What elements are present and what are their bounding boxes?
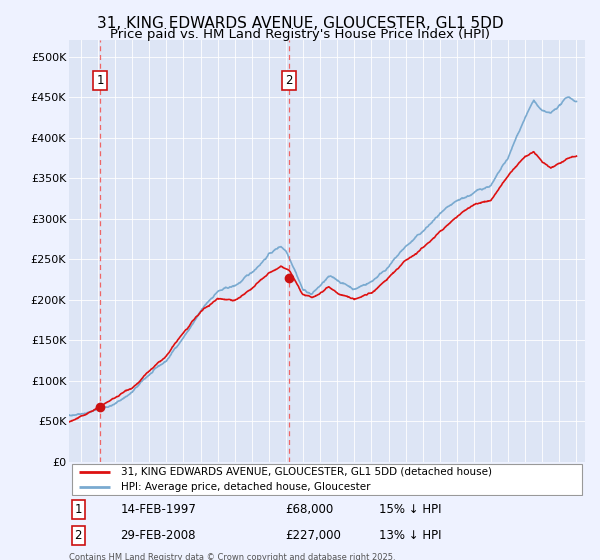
Text: £227,000: £227,000 [286,529,341,542]
Text: 31, KING EDWARDS AVENUE, GLOUCESTER, GL1 5DD (detached house): 31, KING EDWARDS AVENUE, GLOUCESTER, GL1… [121,467,491,477]
Text: £68,000: £68,000 [286,503,334,516]
Text: 14-FEB-1997: 14-FEB-1997 [121,503,196,516]
Text: 13% ↓ HPI: 13% ↓ HPI [379,529,441,542]
Text: 15% ↓ HPI: 15% ↓ HPI [379,503,441,516]
Text: 2: 2 [74,529,82,542]
Text: 2: 2 [285,74,293,87]
Text: 29-FEB-2008: 29-FEB-2008 [121,529,196,542]
FancyBboxPatch shape [71,464,583,494]
Text: 1: 1 [97,74,104,87]
Text: 1: 1 [74,503,82,516]
Text: HPI: Average price, detached house, Gloucester: HPI: Average price, detached house, Glou… [121,482,370,492]
Text: Contains HM Land Registry data © Crown copyright and database right 2025.
This d: Contains HM Land Registry data © Crown c… [69,553,395,560]
Text: 31, KING EDWARDS AVENUE, GLOUCESTER, GL1 5DD: 31, KING EDWARDS AVENUE, GLOUCESTER, GL1… [97,16,503,31]
Text: Price paid vs. HM Land Registry's House Price Index (HPI): Price paid vs. HM Land Registry's House … [110,28,490,41]
